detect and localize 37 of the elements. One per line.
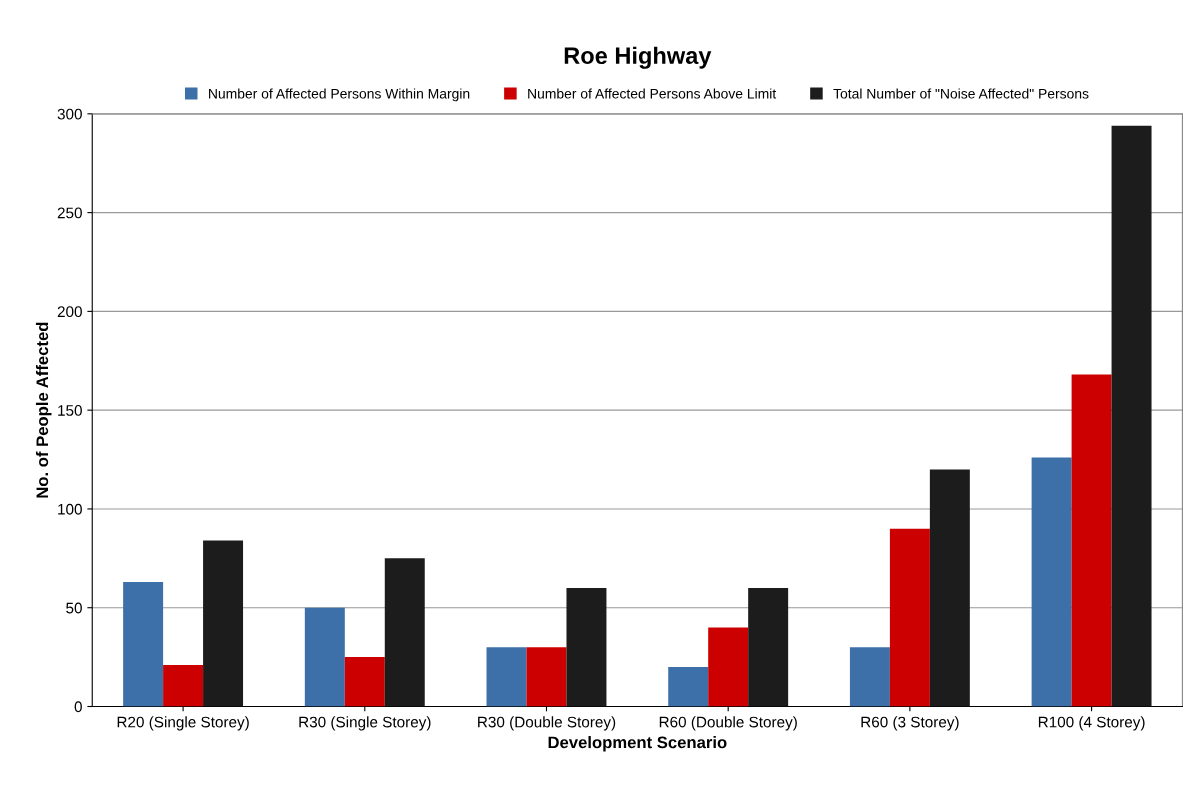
bar [203, 540, 244, 707]
bar [1031, 457, 1072, 707]
x-axis-title: Development Scenario [548, 736, 727, 752]
x-tick-label: R30 (Single Storey) [299, 716, 431, 731]
y-tick-label: 250 [57, 207, 82, 219]
chart-title: Roe Highway [564, 46, 712, 69]
x-tick-label: R30 (Double Storey) [478, 716, 616, 731]
y-tick-label: 150 [58, 405, 82, 416]
bar [929, 469, 970, 707]
bar [1111, 125, 1152, 707]
y-tick-label: 0 [74, 701, 82, 713]
legend-label: Number of Affected Persons Above Limit [528, 88, 777, 99]
x-tick-label: R100 (4 Storey) [1038, 716, 1145, 731]
bar [384, 558, 425, 707]
y-tick-label: 100 [58, 503, 82, 515]
bar [849, 647, 890, 707]
x-tick-label: R20 (Single Storey) [117, 716, 249, 731]
legend-label: Total Number of "Noise Affected" Persons [833, 88, 1089, 99]
legend-label: Number of Affected Persons Within Margin [209, 88, 470, 102]
bar [304, 607, 345, 707]
y-tick-label: 50 [66, 602, 82, 614]
bar [708, 627, 749, 707]
bar [566, 587, 607, 707]
bar [889, 528, 930, 707]
bar [163, 665, 204, 707]
y-tick-label: 200 [57, 306, 82, 318]
bar [748, 587, 789, 707]
bar [486, 647, 527, 707]
y-tick-label: 300 [57, 108, 82, 120]
y-axis-title: No. of People Affected [35, 322, 52, 498]
x-tick-label: R60 (Double Storey) [659, 716, 797, 731]
bar [123, 582, 164, 707]
x-tick-label: R60 (3 Storey) [861, 716, 959, 731]
bar [668, 666, 709, 707]
bar [526, 647, 567, 707]
bar [344, 657, 385, 707]
bar [1071, 374, 1112, 707]
